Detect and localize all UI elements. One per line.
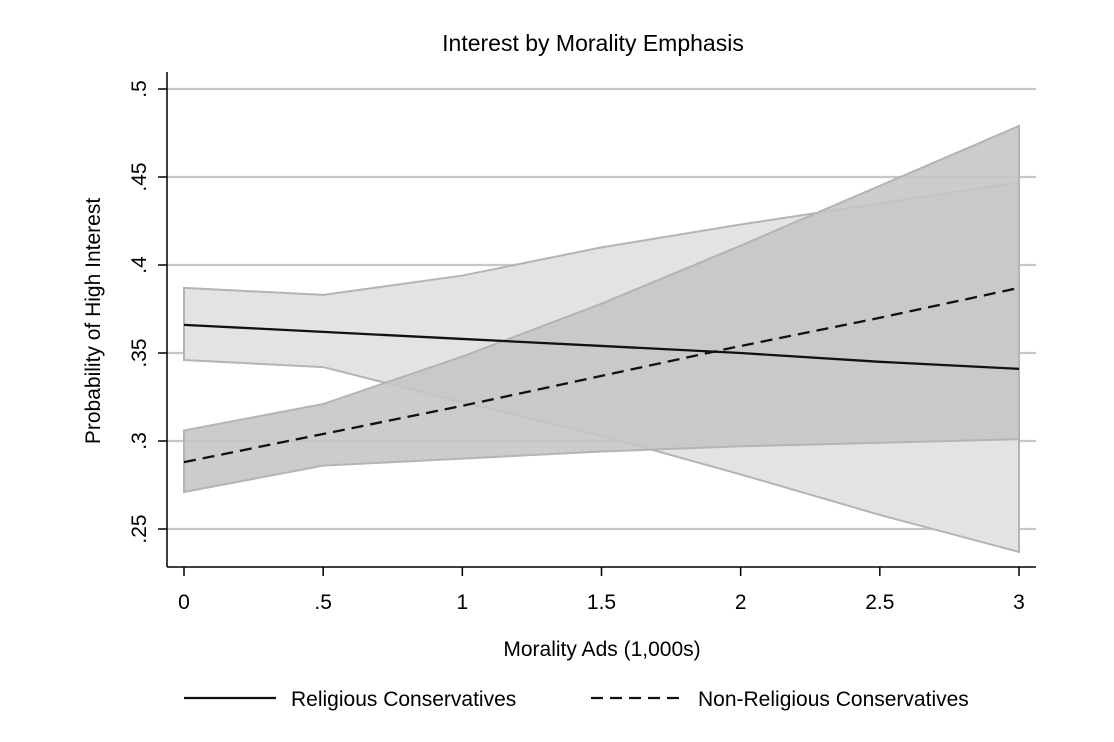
legend-label-0: Religious Conservatives bbox=[291, 688, 516, 711]
series-line-1 bbox=[183, 286, 1020, 464]
y-axis-label: Probability of High Interest bbox=[82, 198, 105, 444]
legend-label-1: Non-Religious Conservatives bbox=[698, 688, 969, 711]
x-ticks: 0 .5 1 1.5 2 2.5 3 bbox=[178, 567, 1025, 614]
x-tick-label-0: 0 bbox=[178, 591, 190, 614]
legend: Religious Conservatives Non-Religious Con… bbox=[184, 688, 969, 711]
series-line-0 bbox=[183, 323, 1020, 370]
x-tick-label-5: 2.5 bbox=[865, 591, 894, 614]
series-lines bbox=[183, 286, 1020, 464]
chart-title: Interest by Morality Emphasis bbox=[442, 30, 744, 56]
x-tick-label-2: 1 bbox=[456, 591, 468, 614]
confidence-bands bbox=[183, 124, 1020, 554]
x-tick-label-6: 3 bbox=[1013, 591, 1025, 614]
y-tick-label-1: .3 bbox=[128, 432, 151, 450]
y-ticks: .25 .3 .35 .4 .45 .5 bbox=[128, 80, 167, 544]
ci-band-1 bbox=[183, 124, 1020, 494]
y-tick-label-3: .4 bbox=[128, 256, 151, 274]
x-axis-label: Morality Ads (1,000s) bbox=[503, 638, 700, 661]
y-tick-label-2: .35 bbox=[128, 338, 151, 367]
y-tick-label-5: .5 bbox=[128, 80, 151, 98]
x-tick-label-1: .5 bbox=[314, 591, 332, 614]
y-tick-label-0: .25 bbox=[128, 514, 151, 543]
x-tick-label-3: 1.5 bbox=[587, 591, 616, 614]
y-tick-label-4: .45 bbox=[128, 162, 151, 191]
x-tick-label-4: 2 bbox=[735, 591, 747, 614]
